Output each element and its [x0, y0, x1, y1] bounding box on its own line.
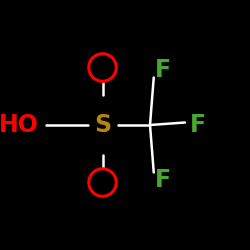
Text: F: F — [190, 113, 206, 137]
Text: F: F — [155, 168, 171, 192]
Text: F: F — [155, 58, 171, 82]
Text: S: S — [94, 113, 111, 137]
Text: HO: HO — [0, 113, 39, 137]
